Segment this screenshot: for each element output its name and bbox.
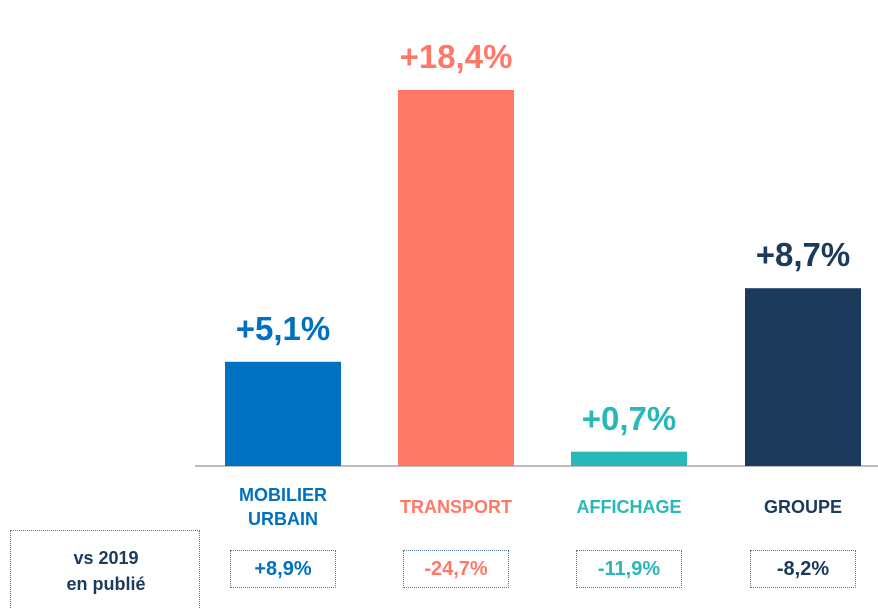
category-label: AFFICHAGE [576, 497, 682, 517]
value-label: +18,4% [399, 38, 513, 75]
category-label: MOBILIER URBAIN [239, 485, 327, 529]
bar [225, 361, 341, 466]
value-label: +8,7% [755, 236, 851, 274]
category-label: TRANSPORT [400, 497, 512, 517]
comparison-label: vs 2019 en publié [66, 548, 146, 594]
comparison-value: -11,9% [576, 550, 682, 588]
comparison-value: -8,2% [750, 550, 856, 588]
value-label: +5,1% [235, 309, 331, 347]
bar [398, 90, 514, 466]
comparison-box: vs 2019 en publié [10, 530, 200, 608]
bar [745, 288, 861, 466]
comparison-value: +8,9% [230, 550, 336, 588]
category-label: GROUPE [763, 497, 842, 517]
value-label: +0,7% [581, 399, 677, 437]
comparison-value: -24,7% [403, 550, 509, 588]
bar [571, 451, 687, 466]
